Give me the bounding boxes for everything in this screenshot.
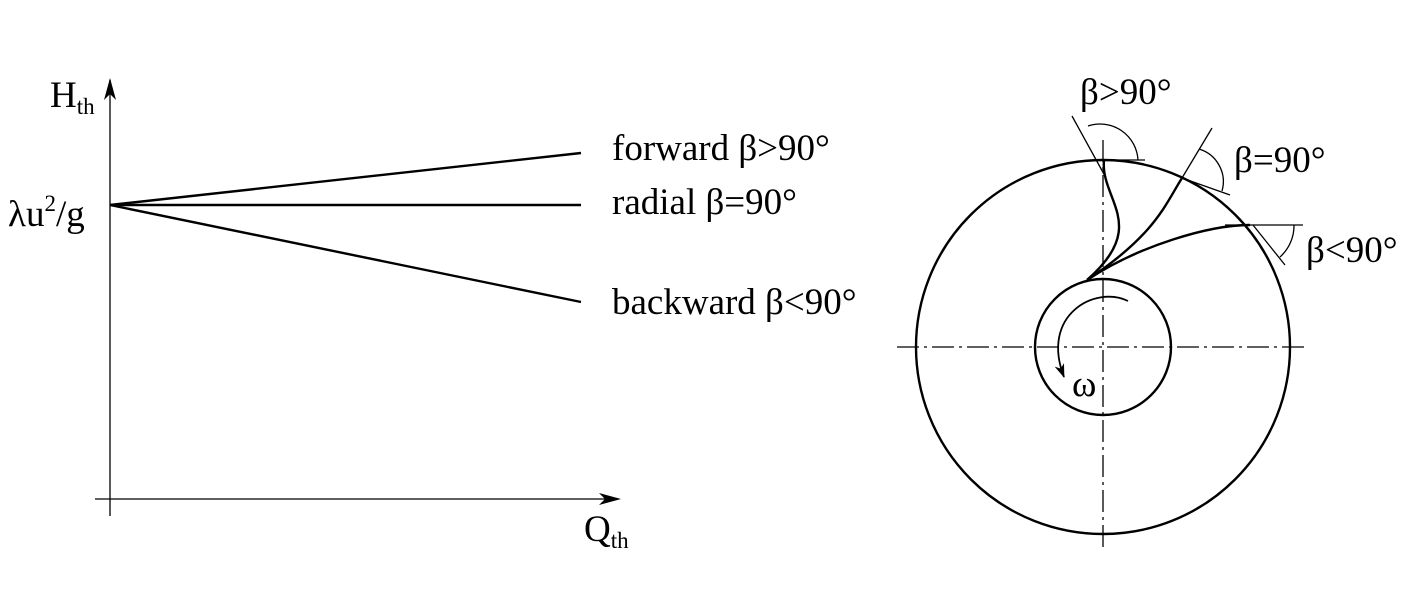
radial-blade [1086,177,1184,282]
backward-label: backward β<90° [612,282,857,323]
inner-circle [1033,277,1173,417]
forward-angle-label: β>90° [1080,72,1172,113]
radial-angle-arc [1198,148,1224,192]
x-axis-label: Qth [584,509,629,553]
forward-angle-ref-line [1071,115,1106,177]
radial-angle-label: β=90° [1234,140,1326,181]
radial-angle-ref-line [1181,127,1213,179]
radial-label: radial β=90° [612,182,797,223]
backward-angle-arc [1279,224,1295,258]
forward-curve-line [109,151,582,207]
x-axis-arrowhead [599,493,621,505]
y-axis-arrowhead [104,78,116,100]
radial-tangent-line [1181,177,1231,196]
forward-blade [1086,159,1121,281]
backward-tangent-line [1252,224,1286,266]
backward-curve-line [109,203,582,304]
backward-angle-label: β<90° [1306,230,1398,271]
rotation-arrow [1054,295,1129,378]
backward-blade [1086,223,1251,282]
impeller-diagram: β>90° β=90° β<90° ω [897,72,1398,552]
omega-label: ω [1072,364,1096,405]
head-flow-graph: Hth Qth λu2/g forward β>90° radial β=90°… [8,75,857,553]
forward-angle-arc [1087,123,1139,161]
forward-label: forward β>90° [612,128,830,169]
y-axis-label: Hth [50,75,95,119]
intercept-label: λu2/g [8,191,85,235]
